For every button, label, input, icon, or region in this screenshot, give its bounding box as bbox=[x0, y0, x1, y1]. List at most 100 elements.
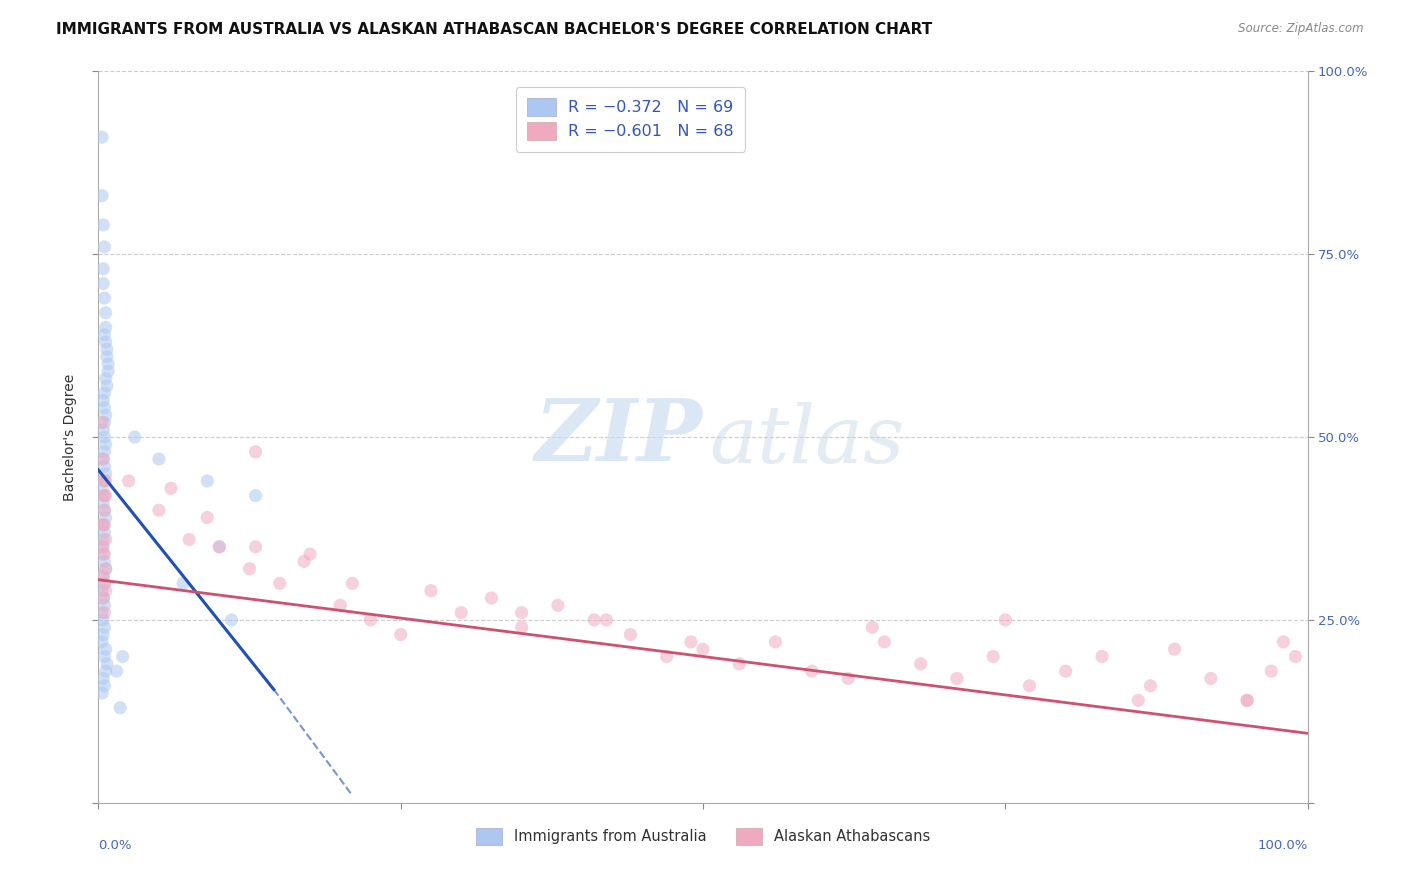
Point bbox=[91, 416, 114, 430]
Point bbox=[93, 679, 115, 693]
Point bbox=[91, 496, 114, 510]
Point bbox=[93, 576, 115, 591]
Point bbox=[1139, 679, 1161, 693]
Point bbox=[91, 569, 114, 583]
Point bbox=[292, 554, 315, 568]
Point bbox=[1054, 664, 1077, 678]
Point bbox=[195, 510, 218, 524]
Point bbox=[97, 357, 120, 371]
Point bbox=[1236, 693, 1258, 707]
Point bbox=[124, 430, 146, 444]
Point bbox=[245, 489, 267, 503]
Point bbox=[94, 489, 117, 503]
Point bbox=[93, 459, 115, 474]
Point bbox=[179, 533, 201, 547]
Point bbox=[93, 240, 115, 254]
Point bbox=[450, 606, 472, 620]
Text: 100.0%: 100.0% bbox=[1257, 839, 1308, 853]
Text: 0.0%: 0.0% bbox=[98, 839, 132, 853]
Point bbox=[800, 664, 823, 678]
Text: Source: ZipAtlas.com: Source: ZipAtlas.com bbox=[1239, 22, 1364, 36]
Point bbox=[94, 437, 117, 451]
Point bbox=[860, 620, 883, 634]
Point bbox=[765, 635, 787, 649]
Point bbox=[91, 627, 114, 641]
Point bbox=[96, 657, 118, 671]
Point bbox=[93, 554, 115, 568]
Y-axis label: Bachelor's Degree: Bachelor's Degree bbox=[63, 374, 77, 500]
Point bbox=[91, 517, 114, 532]
Point bbox=[91, 188, 114, 202]
Point bbox=[1128, 693, 1150, 707]
Point bbox=[94, 320, 117, 334]
Point bbox=[94, 334, 117, 349]
Point bbox=[94, 664, 117, 678]
Point bbox=[1260, 664, 1282, 678]
Point bbox=[91, 452, 114, 467]
Point bbox=[93, 517, 115, 532]
Point bbox=[1163, 642, 1185, 657]
Point bbox=[655, 649, 678, 664]
Point bbox=[420, 583, 443, 598]
Point bbox=[93, 503, 115, 517]
Point bbox=[510, 606, 533, 620]
Point bbox=[172, 576, 194, 591]
Point bbox=[91, 540, 114, 554]
Point bbox=[93, 606, 115, 620]
Point bbox=[93, 416, 115, 430]
Point bbox=[946, 672, 969, 686]
Point bbox=[619, 627, 641, 641]
Point bbox=[481, 591, 503, 605]
Point bbox=[679, 635, 702, 649]
Point bbox=[91, 277, 114, 291]
Point bbox=[91, 686, 114, 700]
Point bbox=[547, 599, 569, 613]
Point bbox=[837, 672, 859, 686]
Point bbox=[94, 533, 117, 547]
Text: IMMIGRANTS FROM AUSTRALIA VS ALASKAN ATHABASCAN BACHELOR'S DEGREE CORRELATION CH: IMMIGRANTS FROM AUSTRALIA VS ALASKAN ATH… bbox=[56, 22, 932, 37]
Point bbox=[93, 401, 115, 415]
Point bbox=[93, 291, 115, 305]
Point bbox=[94, 583, 117, 598]
Point bbox=[1091, 649, 1114, 664]
Point bbox=[93, 547, 115, 561]
Point bbox=[94, 306, 117, 320]
Point bbox=[728, 657, 751, 671]
Point bbox=[910, 657, 932, 671]
Point bbox=[105, 664, 128, 678]
Point bbox=[93, 503, 115, 517]
Point bbox=[1199, 672, 1222, 686]
Point bbox=[94, 642, 117, 657]
Point bbox=[93, 576, 115, 591]
Point bbox=[91, 481, 114, 495]
Point bbox=[342, 576, 364, 591]
Point bbox=[1236, 693, 1258, 707]
Point bbox=[93, 444, 115, 458]
Point bbox=[91, 591, 114, 605]
Point bbox=[96, 343, 118, 357]
Point bbox=[981, 649, 1004, 664]
Point bbox=[91, 423, 114, 437]
Point bbox=[1284, 649, 1306, 664]
Point bbox=[91, 583, 114, 598]
Point bbox=[329, 599, 352, 613]
Point bbox=[93, 599, 115, 613]
Point bbox=[148, 452, 170, 467]
Point bbox=[93, 525, 115, 540]
Point bbox=[239, 562, 262, 576]
Point bbox=[994, 613, 1017, 627]
Point bbox=[94, 467, 117, 481]
Point bbox=[91, 393, 114, 408]
Point bbox=[108, 700, 131, 714]
Point bbox=[91, 569, 114, 583]
Point bbox=[510, 620, 533, 634]
Point bbox=[93, 386, 115, 401]
Point bbox=[91, 474, 114, 488]
Point bbox=[389, 627, 412, 641]
Point bbox=[93, 430, 115, 444]
Point bbox=[195, 474, 218, 488]
Point bbox=[94, 510, 117, 524]
Point bbox=[299, 547, 322, 561]
Point bbox=[91, 517, 114, 532]
Point bbox=[118, 474, 141, 488]
